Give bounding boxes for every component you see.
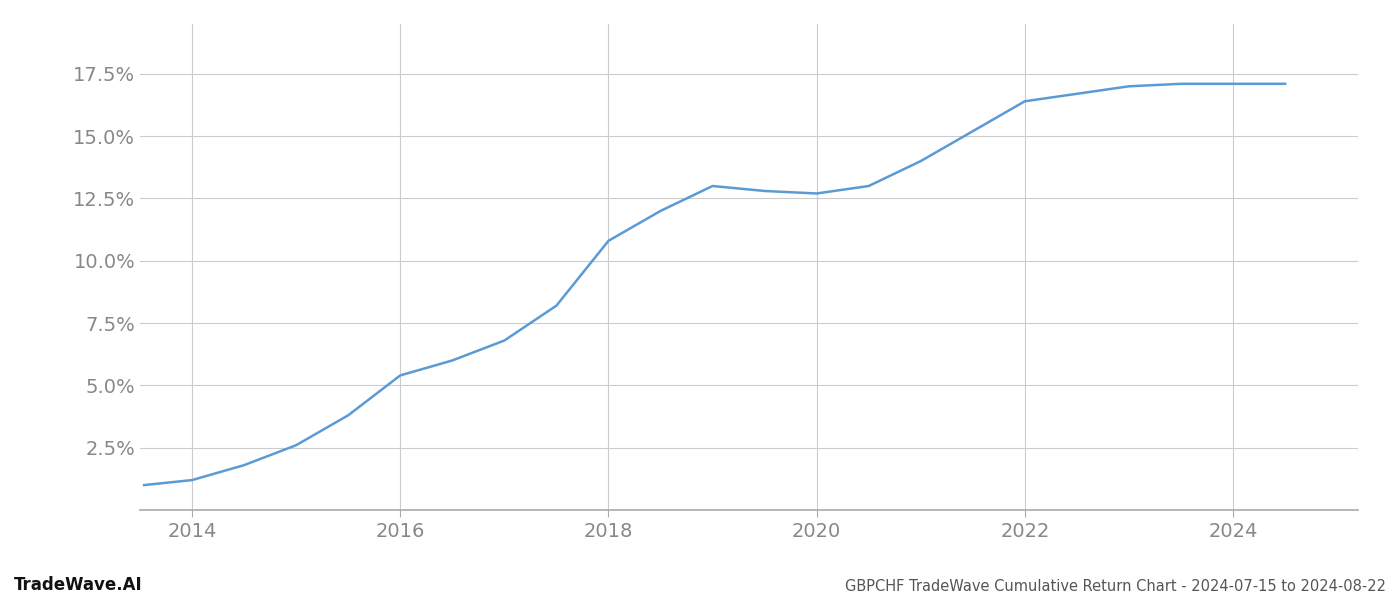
Text: TradeWave.AI: TradeWave.AI <box>14 576 143 594</box>
Text: GBPCHF TradeWave Cumulative Return Chart - 2024-07-15 to 2024-08-22: GBPCHF TradeWave Cumulative Return Chart… <box>846 579 1386 594</box>
